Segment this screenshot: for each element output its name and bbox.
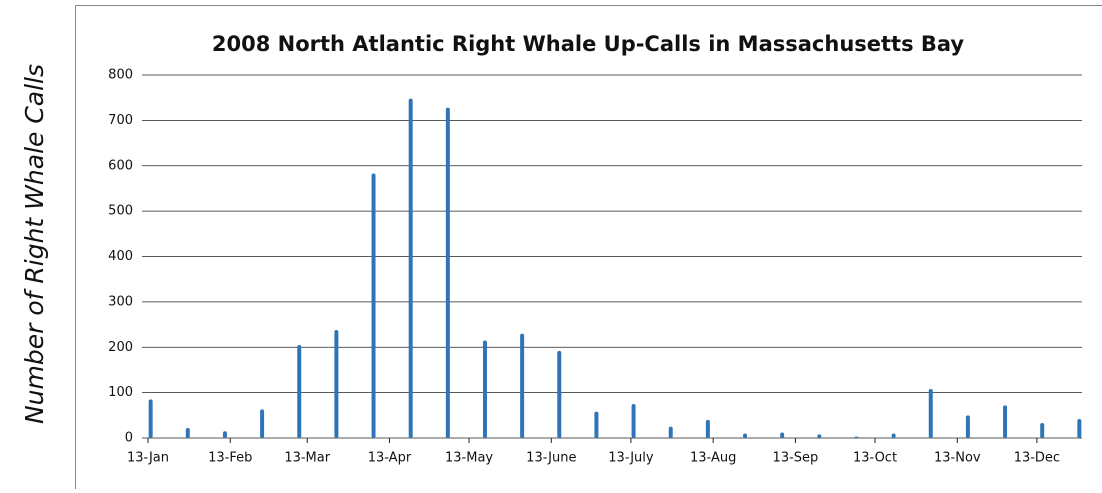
x-tick-label: 13-Apr [368, 451, 412, 466]
y-tick-label: 600 [108, 158, 133, 173]
y-tick-label: 500 [108, 204, 133, 219]
x-tick-label: 13-June [526, 451, 576, 466]
x-tick-label: 13-July [608, 451, 654, 466]
bar [223, 431, 227, 438]
y-tick-label: 200 [108, 340, 133, 355]
y-tick-label: 100 [108, 385, 133, 400]
bar [1077, 419, 1081, 438]
y-axis-label: Number of Right Whale Calls [20, 64, 49, 424]
bar [929, 389, 933, 438]
chart-title: 2008 North Atlantic Right Whale Up-Calls… [212, 32, 965, 56]
x-tick-label: 13-Nov [934, 451, 981, 466]
x-tick-label: 13-Feb [208, 451, 252, 466]
chart-frame [76, 6, 1102, 490]
x-tick-label: 13-May [445, 451, 493, 466]
y-tick-label: 0 [125, 431, 133, 446]
bar [594, 412, 598, 438]
bar [966, 415, 970, 438]
x-tick-label: 13-Mar [284, 451, 330, 466]
x-tick-label: 13-Oct [853, 451, 897, 466]
bar [743, 433, 747, 438]
bar [1040, 423, 1044, 438]
bar [780, 433, 784, 438]
bar [632, 404, 636, 438]
y-tick-label: 700 [108, 113, 133, 128]
bar [334, 330, 338, 438]
bar [297, 345, 301, 438]
bar [669, 427, 673, 438]
bar [186, 428, 190, 438]
x-tick-label: 13-Jan [127, 451, 169, 466]
bar [520, 334, 524, 438]
y-tick-label: 300 [108, 294, 133, 309]
bar [1003, 405, 1007, 438]
bar [892, 433, 896, 438]
x-tick-label: 13-Aug [690, 451, 736, 466]
x-tick-label: 13-Sep [773, 451, 819, 466]
bar [557, 351, 561, 438]
y-tick-label: 400 [108, 249, 133, 264]
bar [409, 99, 413, 438]
bar [260, 409, 264, 438]
bar [372, 173, 376, 438]
bar [149, 399, 153, 438]
bar [854, 437, 858, 438]
bar [706, 420, 710, 438]
bar [446, 108, 450, 438]
bar [483, 340, 487, 438]
y-tick-label: 800 [108, 68, 133, 83]
x-tick-label: 13-Dec [1014, 451, 1060, 466]
bar [817, 434, 821, 438]
